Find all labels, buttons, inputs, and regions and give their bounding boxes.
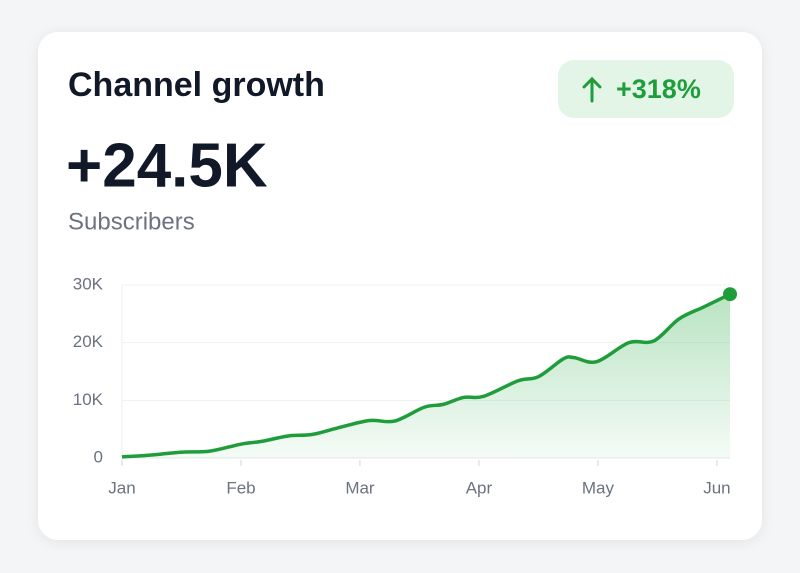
- area-fill: [122, 294, 730, 458]
- x-tick-label: Jun: [703, 478, 730, 497]
- arrow-icon: [582, 76, 602, 103]
- card-title: Channel growth: [68, 66, 325, 104]
- subtitle: Subscribers: [68, 208, 195, 235]
- badge: [558, 60, 734, 118]
- x-tick-label: Feb: [226, 478, 255, 497]
- y-tick-label: 0: [94, 447, 103, 466]
- y-tick-label: 20K: [73, 332, 104, 351]
- badge-text: +318%: [616, 74, 701, 104]
- y-tick-label: 30K: [73, 274, 104, 293]
- x-tick-label: Jan: [108, 478, 135, 497]
- end-point: [723, 287, 737, 302]
- headline: +24.5K: [66, 131, 268, 200]
- y-tick-label: 10K: [73, 390, 104, 409]
- x-tick-label: May: [582, 478, 615, 497]
- line: [121, 292, 731, 459]
- x-tick-label: Apr: [466, 478, 493, 497]
- x-tick-label: Mar: [345, 478, 375, 497]
